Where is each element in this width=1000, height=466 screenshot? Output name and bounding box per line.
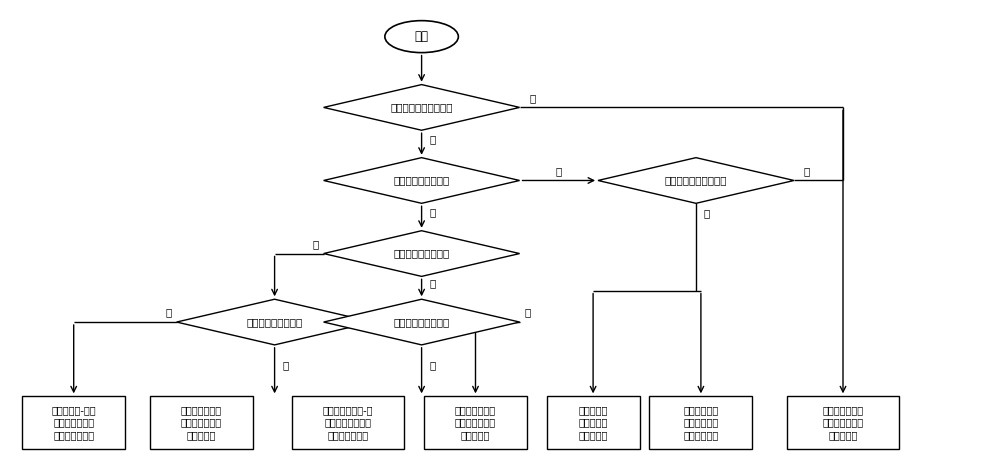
Text: 否: 否 xyxy=(524,308,531,317)
FancyBboxPatch shape xyxy=(547,396,640,449)
Text: 否: 否 xyxy=(429,134,436,144)
Ellipse shape xyxy=(385,21,458,53)
Text: 基于模拟发动机-发
电机组特性的电传
动系统台架试验: 基于模拟发动机-发 电机组特性的电传 动系统台架试验 xyxy=(323,405,373,440)
Text: 是否需要模拟发动机: 是否需要模拟发动机 xyxy=(393,248,450,259)
FancyBboxPatch shape xyxy=(150,396,253,449)
Text: 基于模拟供电
系统的电传动
系统试验台架: 基于模拟供电 系统的电传动 系统试验台架 xyxy=(683,405,719,440)
Polygon shape xyxy=(177,299,373,345)
Polygon shape xyxy=(598,158,794,203)
Text: 基于模拟发动机
特性的电传动系
统台架试验: 基于模拟发动机 特性的电传动系 统台架试验 xyxy=(455,405,496,440)
Text: 否: 否 xyxy=(165,308,172,317)
Text: 是: 是 xyxy=(804,166,810,176)
FancyBboxPatch shape xyxy=(424,396,527,449)
Text: 基于模拟发电机
特性的电传动系
统台架试验: 基于模拟发电机 特性的电传动系 统台架试验 xyxy=(181,405,222,440)
Text: 否: 否 xyxy=(312,239,319,249)
Text: 是: 是 xyxy=(429,278,436,288)
Text: 实车供电下
的电传动系
统台架试验: 实车供电下 的电传动系 统台架试验 xyxy=(578,405,608,440)
FancyBboxPatch shape xyxy=(22,396,125,449)
Text: 是: 是 xyxy=(429,361,436,370)
Text: 否: 否 xyxy=(704,208,710,218)
FancyBboxPatch shape xyxy=(649,396,752,449)
Text: 是: 是 xyxy=(529,93,536,103)
Polygon shape xyxy=(324,299,520,345)
Text: 是否需要模拟发电机: 是否需要模拟发电机 xyxy=(246,317,303,327)
Text: 是否需要模拟发电机: 是否需要模拟发电机 xyxy=(393,317,450,327)
Polygon shape xyxy=(324,158,520,203)
FancyBboxPatch shape xyxy=(292,396,404,449)
Text: 是: 是 xyxy=(282,361,289,370)
Text: 是: 是 xyxy=(429,207,436,217)
Polygon shape xyxy=(324,231,520,276)
Text: 是否需要模拟驱动电机: 是否需要模拟驱动电机 xyxy=(390,103,453,112)
Text: 是否为混合动力驱动: 是否为混合动力驱动 xyxy=(393,176,450,185)
FancyBboxPatch shape xyxy=(787,396,899,449)
Text: 开始: 开始 xyxy=(415,30,429,43)
Text: 双输入双输出电
传动装置驱动特
性试验台架: 双输入双输出电 传动装置驱动特 性试验台架 xyxy=(822,405,864,440)
Text: 基于发动机-发电
机组特性的电传
动系统台架试验: 基于发动机-发电 机组特性的电传 动系统台架试验 xyxy=(51,405,96,440)
Text: 否: 否 xyxy=(556,166,562,176)
Text: 是否需要模拟供电系统: 是否需要模拟供电系统 xyxy=(665,176,727,185)
Polygon shape xyxy=(324,85,520,130)
